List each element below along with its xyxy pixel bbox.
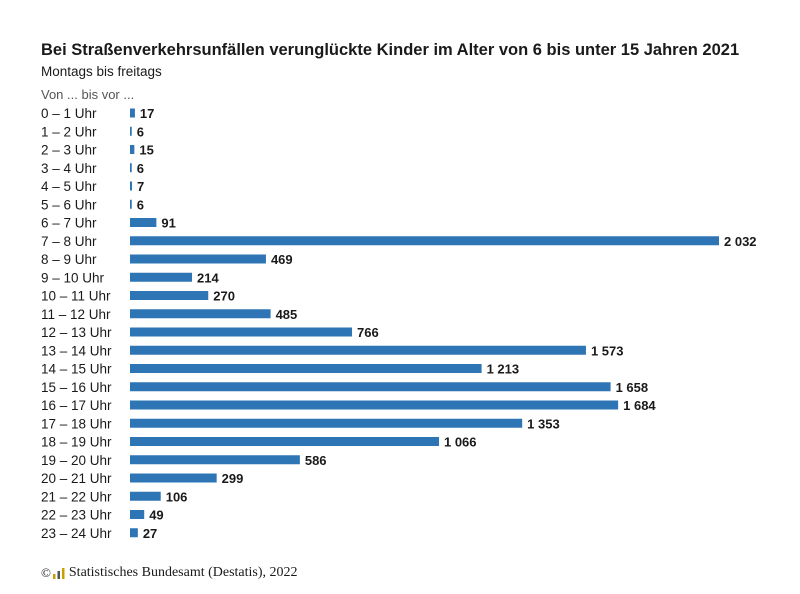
category-label: 20 – 21 Uhr [41, 471, 112, 486]
category-label: 22 – 23 Uhr [41, 508, 112, 523]
bar [130, 345, 586, 355]
bar [130, 418, 523, 428]
category-label: 16 – 17 Uhr [41, 398, 112, 413]
chart-subtitle: Montags bis freitags [41, 64, 162, 79]
bar [130, 510, 145, 519]
bar [130, 218, 157, 227]
copyright-symbol: © [41, 565, 51, 580]
bar [130, 491, 161, 501]
data-label: 17 [140, 106, 154, 121]
bar [130, 108, 135, 118]
data-label: 6 [137, 161, 144, 176]
data-label: 91 [161, 216, 175, 231]
bar [130, 473, 217, 483]
data-label: 1 684 [623, 398, 656, 413]
data-label: 469 [271, 252, 293, 267]
category-label: 2 – 3 Uhr [41, 143, 97, 158]
category-label: 5 – 6 Uhr [41, 197, 97, 212]
data-label: 214 [197, 270, 219, 285]
category-label: 9 – 10 Uhr [41, 270, 105, 285]
category-label: 12 – 13 Uhr [41, 325, 112, 340]
data-label: 2 032 [724, 234, 757, 249]
category-label: 10 – 11 Uhr [41, 289, 111, 304]
bar [130, 382, 611, 392]
data-label: 6 [137, 197, 144, 212]
category-label: 15 – 16 Uhr [41, 380, 112, 395]
bar [130, 181, 133, 191]
bar [130, 272, 193, 282]
bar [130, 327, 353, 337]
data-label: 1 066 [444, 435, 477, 450]
data-label: 7 [137, 179, 144, 194]
bar [130, 437, 439, 446]
category-label: 3 – 4 Uhr [41, 161, 97, 176]
data-label: 1 353 [527, 416, 560, 431]
data-label: 1 658 [616, 380, 649, 395]
bar [130, 291, 209, 300]
category-label: 21 – 22 Uhr [41, 489, 112, 504]
data-label: 766 [357, 325, 379, 340]
category-label: 17 – 18 Uhr [41, 416, 112, 431]
bar [130, 400, 619, 410]
data-label: 586 [305, 453, 327, 468]
category-label: 18 – 19 Uhr [41, 435, 112, 450]
bar [130, 163, 132, 173]
data-label: 270 [213, 289, 235, 304]
data-label: 1 213 [487, 362, 520, 377]
category-label: 4 – 5 Uhr [41, 179, 97, 194]
data-label: 27 [143, 526, 157, 541]
bar [130, 309, 271, 319]
data-label: 49 [149, 508, 163, 523]
bar [130, 126, 132, 136]
category-label: 11 – 12 Uhr [41, 307, 111, 322]
data-label: 485 [276, 307, 298, 322]
bar [130, 199, 132, 209]
category-label: 1 – 2 Uhr [41, 124, 97, 139]
chart-title: Bei Straßenverkehrsunfällen verunglückte… [41, 41, 740, 59]
bar [130, 455, 300, 465]
category-label: 6 – 7 Uhr [41, 216, 97, 231]
data-label: 299 [222, 471, 244, 486]
data-label: 106 [166, 489, 188, 504]
source-text: Statistisches Bundesamt (Destatis), 2022 [68, 565, 298, 580]
bar [130, 364, 482, 373]
category-label: 23 – 24 Uhr [41, 526, 112, 541]
data-label: 15 [139, 143, 153, 158]
category-axis-caption: Von ... bis vor ... [41, 87, 135, 102]
bar [130, 528, 138, 538]
source-footer: © Statistisches Bundesamt (Destatis), 20… [41, 565, 298, 581]
data-label: 6 [137, 124, 144, 139]
category-label: 14 – 15 Uhr [41, 362, 112, 377]
bar [130, 145, 135, 154]
category-label: 19 – 20 Uhr [41, 453, 112, 468]
bar [130, 254, 266, 264]
category-label: 0 – 1 Uhr [41, 106, 97, 121]
category-label: 13 – 14 Uhr [41, 343, 112, 358]
bar [130, 236, 719, 246]
category-label: 7 – 8 Uhr [41, 234, 97, 249]
category-label: 8 – 9 Uhr [41, 252, 97, 267]
data-label: 1 573 [591, 343, 624, 358]
destatis-logo-icon [52, 568, 65, 579]
